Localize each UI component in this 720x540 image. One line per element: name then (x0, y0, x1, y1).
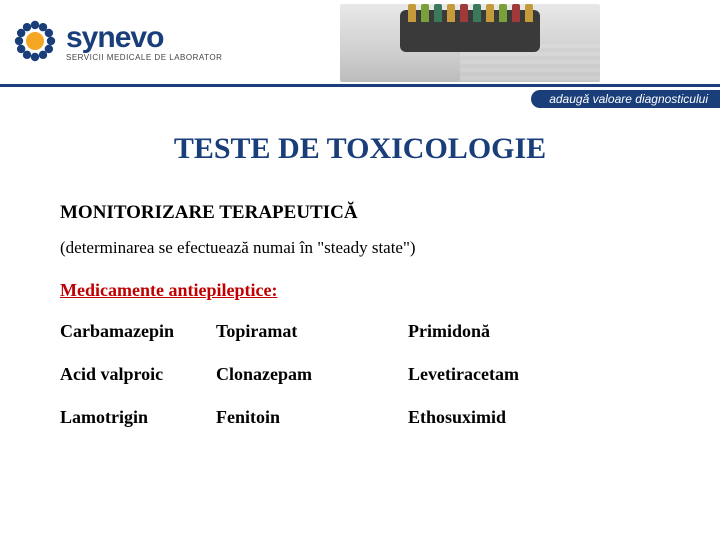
med-cell: Ethosuximid (380, 407, 560, 428)
header: synevo SERVICII MEDICALE DE LABORATOR ad… (0, 0, 720, 108)
med-cell: Lamotrigin (60, 407, 210, 428)
med-cell: Acid valproic (60, 364, 210, 385)
tagline: adaugă valoare diagnosticului (531, 90, 720, 108)
header-rule (0, 84, 720, 87)
section-subtitle: MONITORIZARE TERAPEUTICĂ (60, 202, 660, 224)
logo-text-block: synevo SERVICII MEDICALE DE LABORATOR (66, 21, 222, 62)
brand-subtitle: SERVICII MEDICALE DE LABORATOR (66, 53, 222, 62)
medication-grid: Carbamazepin Topiramat Primidonă Acid va… (60, 321, 660, 428)
med-cell: Levetiracetam (380, 364, 560, 385)
note: (determinarea se efectuează numai în "st… (60, 238, 660, 258)
brand-name: synevo (66, 21, 222, 55)
med-cell: Topiramat (210, 321, 380, 342)
page-title: TESTE DE TOXICOLOGIE (60, 132, 660, 166)
med-cell: Primidonă (380, 321, 560, 342)
lab-photo (340, 4, 600, 82)
sun-icon (12, 18, 58, 64)
section-label: Medicamente antiepileptice: (60, 280, 660, 301)
med-cell: Carbamazepin (60, 321, 210, 342)
logo: synevo SERVICII MEDICALE DE LABORATOR (12, 18, 222, 64)
content: TESTE DE TOXICOLOGIE MONITORIZARE TERAPE… (0, 108, 720, 428)
med-cell: Fenitoin (210, 407, 380, 428)
med-cell: Clonazepam (210, 364, 380, 385)
